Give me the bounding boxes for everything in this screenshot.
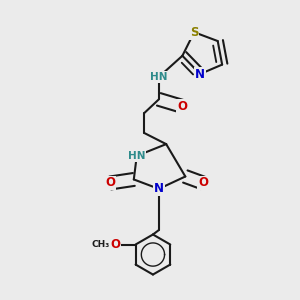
Text: O: O [110, 238, 120, 251]
Text: N: N [154, 182, 164, 195]
Text: HN: HN [128, 151, 146, 161]
Text: O: O [198, 176, 208, 190]
Text: CH₃: CH₃ [91, 240, 110, 249]
Text: S: S [190, 26, 198, 39]
Text: N: N [195, 68, 205, 80]
Text: O: O [177, 100, 188, 113]
Text: HN: HN [150, 72, 168, 82]
Text: O: O [105, 176, 115, 190]
